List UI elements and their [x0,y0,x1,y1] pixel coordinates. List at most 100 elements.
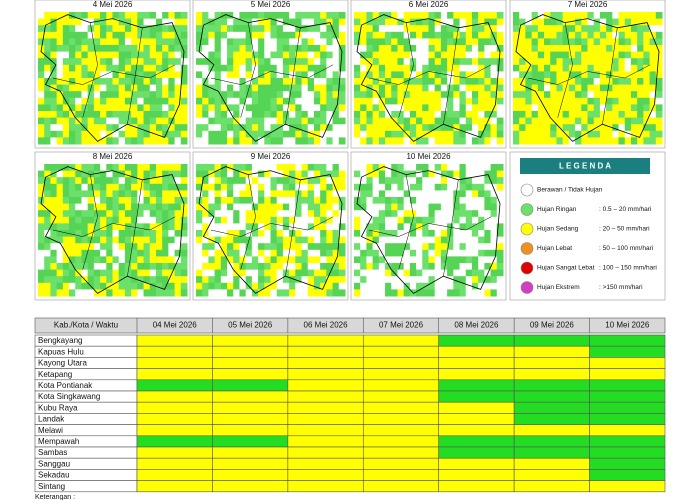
map-cell [149,256,157,264]
map-cell [258,223,265,231]
map-cell [301,223,309,231]
map-cell [416,64,423,72]
map-cell [239,289,247,297]
map-cell [618,91,626,99]
map-cell [131,18,138,26]
map-cell [326,170,334,178]
map-cell [478,64,485,72]
legend-label: Hujan Lebat [537,245,572,252]
map-cell [112,130,120,138]
map-cell [447,282,454,290]
map-cell [313,203,321,211]
map-cell [112,203,120,211]
map-cell [525,111,533,119]
map-cell [320,230,327,238]
map-cell [196,276,203,284]
map-cell [556,64,564,72]
map-cell [496,38,504,46]
map-cell [202,243,209,251]
map-cell [313,263,321,271]
map-cell [155,45,163,53]
table-cell [438,424,515,437]
map-cell [447,203,454,211]
map-cell [606,18,613,26]
map-cell [378,177,386,185]
map-cell [69,51,76,59]
map-cell [403,230,411,238]
map-cell [44,18,51,26]
map-cell [100,71,107,79]
map-cell [180,91,188,99]
map-cell [87,58,95,66]
map-cell [258,256,265,264]
map-cell [581,31,588,39]
map-cell [397,190,405,198]
map-cell [162,256,169,264]
legend-range: : 0.5 – 20 mm/hari [599,206,651,213]
map-cell [637,111,644,119]
map-cell [131,263,138,271]
map-cell [496,269,504,277]
map-cell [606,64,613,72]
map-cell [496,111,504,119]
map-cell [643,84,651,92]
map-cell [270,289,278,297]
map-cell [137,111,145,119]
map-cell [143,12,151,20]
map-cell [227,203,234,211]
map-cell [106,210,113,218]
map-cell [245,249,253,257]
map-cell [360,78,367,86]
map-cell [320,203,327,211]
map-cell [75,71,82,79]
map-cell [422,164,429,172]
map-cell [196,84,203,92]
map-cell [366,223,374,231]
map-cell [155,216,163,224]
map-cell [366,130,374,138]
map-cell [655,45,663,53]
map-cell [100,249,107,257]
map-cell [385,170,392,178]
map-cell [428,64,436,72]
map-cell [403,256,411,264]
map-cell [354,164,361,172]
map-cell [202,45,209,53]
map-cell [196,183,203,191]
map-cell [220,124,228,132]
map-cell [282,124,290,132]
map-cell [531,18,539,26]
map-cell [174,137,182,145]
map-region [82,22,143,125]
map-cell [366,177,374,185]
map-cell [307,230,315,238]
map-cell [360,249,367,257]
map-cell [366,25,374,33]
map-cell [332,84,340,92]
map-cell [403,71,411,79]
map-cell [409,223,417,231]
map-cell [75,91,82,99]
map-cell [490,197,498,205]
map-cell [403,58,411,66]
map-cell [137,223,145,231]
map-cell [162,249,169,257]
map-cell [465,223,473,231]
map-cell [44,282,51,290]
map-cell [155,64,163,72]
map-cell [196,111,203,119]
map-cell [245,230,253,238]
map-cell [416,190,423,198]
map-cell [416,117,423,125]
map-cell [208,124,216,132]
map-cell [643,137,651,145]
table-cell [513,413,590,425]
map-cell [69,124,76,132]
map-cell [612,91,620,99]
map-cell [75,130,82,138]
map-cell [155,197,163,205]
map-cell [618,130,626,138]
map-cell [422,243,429,251]
map-cell [180,31,188,39]
map-cell [562,38,570,46]
